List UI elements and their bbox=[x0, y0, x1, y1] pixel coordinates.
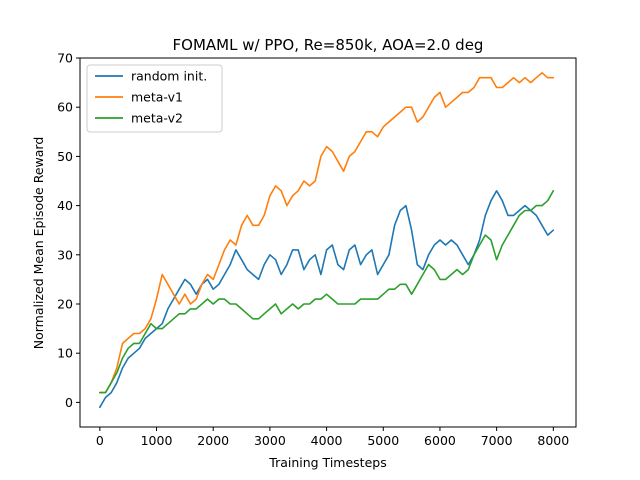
x-tick-label: 8000 bbox=[537, 433, 569, 448]
plot-frame bbox=[79, 57, 577, 428]
x-tick-label: 2000 bbox=[197, 433, 229, 448]
y-tick-label: 20 bbox=[57, 297, 73, 312]
chart-title: FOMAML w/ PPO, Re=850k, AOA=2.0 deg bbox=[173, 36, 484, 54]
legend-label: random init. bbox=[131, 69, 207, 84]
x-axis-label: Training Timesteps bbox=[268, 455, 386, 470]
series-line-random-init bbox=[99, 190, 555, 409]
x-tick-label: 5000 bbox=[367, 433, 399, 448]
y-axis-label: Normalized Mean Episode Reward bbox=[31, 137, 46, 350]
legend-box bbox=[86, 64, 223, 133]
y-tick-label: 60 bbox=[57, 100, 73, 115]
y-tick-label: 0 bbox=[65, 395, 73, 410]
series-line-meta-v1 bbox=[99, 72, 555, 394]
x-tick-label: 1000 bbox=[141, 433, 173, 448]
x-tick-label: 7000 bbox=[481, 433, 513, 448]
y-tick-label: 50 bbox=[57, 149, 73, 164]
series-line-meta-v2 bbox=[99, 190, 555, 394]
y-axis: 0 10 20 30 40 50 60 70 bbox=[57, 51, 80, 410]
x-axis: 0 1000 2000 3000 4000 5000 6000 7000 8000 bbox=[96, 427, 569, 448]
x-tick-label: 3000 bbox=[254, 433, 286, 448]
plot-lines bbox=[99, 72, 555, 409]
legend-label: meta-v1 bbox=[131, 90, 183, 105]
x-tick-label: 4000 bbox=[311, 433, 343, 448]
x-tick-label: 6000 bbox=[424, 433, 456, 448]
y-tick-label: 10 bbox=[57, 346, 73, 361]
legend-label: meta-v2 bbox=[131, 111, 183, 126]
y-tick-label: 40 bbox=[57, 198, 73, 213]
legend: random init. meta-v1 meta-v2 bbox=[86, 64, 223, 133]
y-tick-label: 30 bbox=[57, 247, 73, 262]
x-tick-label: 0 bbox=[96, 433, 104, 448]
y-tick-label: 70 bbox=[57, 51, 73, 66]
